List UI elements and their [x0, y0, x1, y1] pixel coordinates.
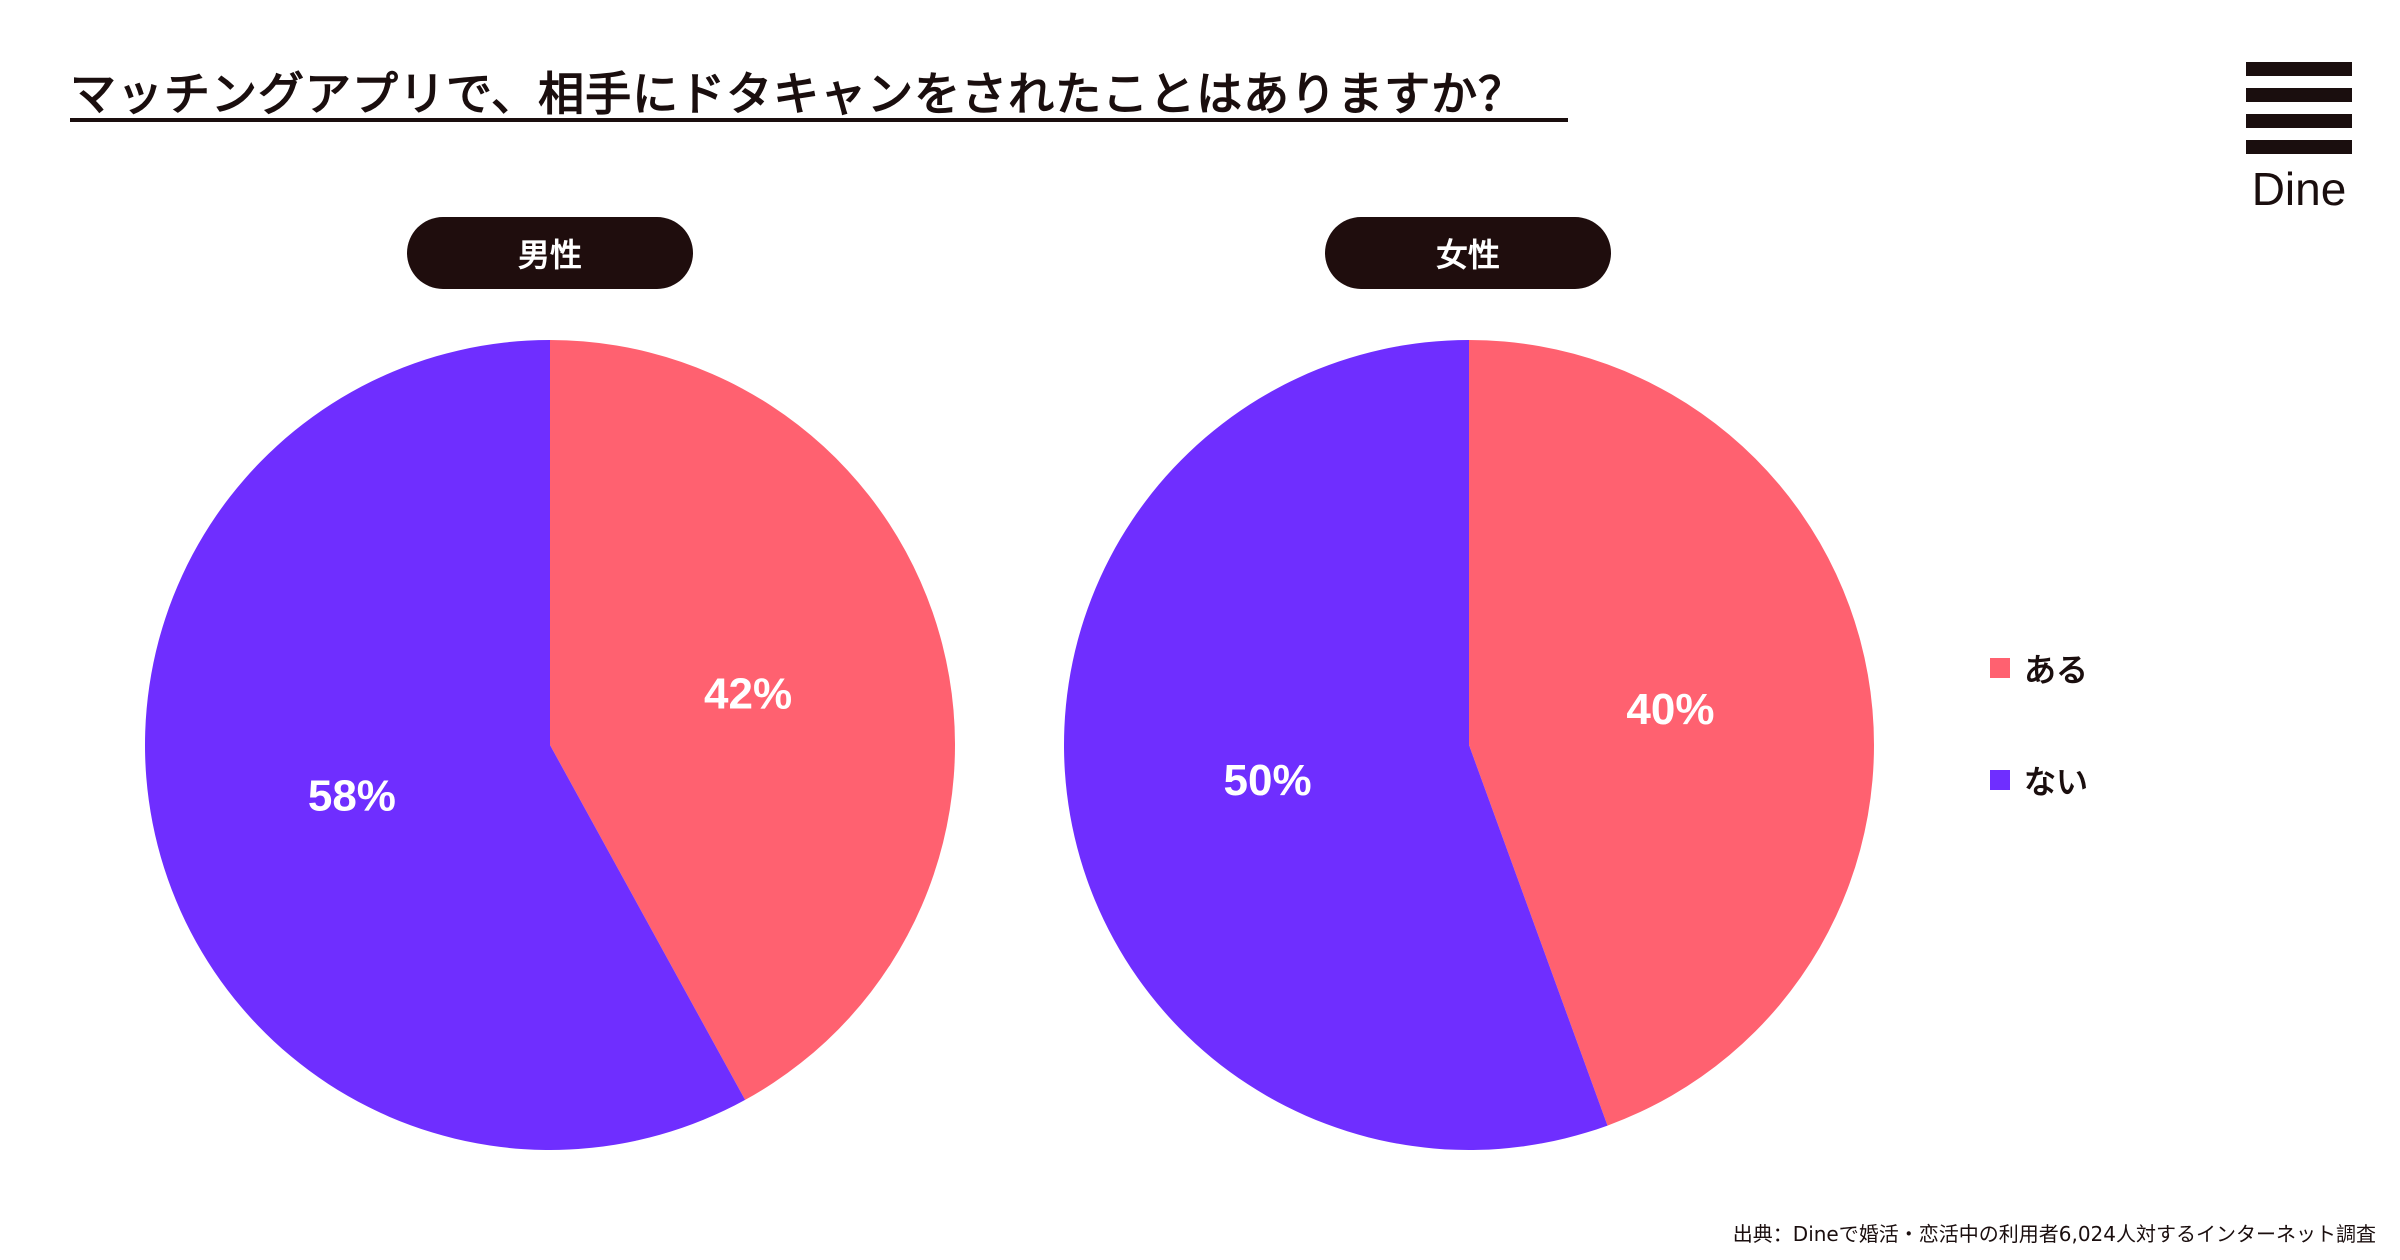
female-pie-label-aru: 40% — [1626, 685, 1714, 734]
legend-label-nai: ない — [2024, 763, 2089, 801]
logo-bar-2 — [2246, 88, 2352, 102]
logo-bar-4 — [2246, 140, 2352, 154]
legend-label-aru: ある — [2024, 651, 2089, 689]
male-pie-slice-nai — [145, 340, 746, 1150]
male-pie-slice-aru — [550, 340, 956, 1100]
title-underline — [70, 118, 1568, 122]
male-chart-title: 男性 — [407, 217, 693, 289]
female-chart-title: 女性 — [1325, 217, 1611, 289]
female-pie-slice-nai — [1064, 340, 1608, 1150]
three-bars-logo-icon — [2246, 62, 2352, 76]
legend-swatch-nai — [1990, 770, 2010, 790]
legend-item-aru: ある — [1990, 645, 2088, 691]
legend-swatch-aru — [1990, 658, 2010, 678]
female-pie-slice-aru — [1469, 339, 1875, 1126]
source-note: 出典：Dineで婚活・恋活中の利用者6,024人対するインターネット調査 — [1732, 1222, 2376, 1246]
male-pie-label-nai: 58% — [308, 771, 396, 820]
female-pie-label-nai: 50% — [1224, 756, 1312, 805]
logo-text: Dine — [2251, 163, 2347, 215]
male-pie-chart: 42% 58% — [145, 340, 956, 1150]
logo-bar-3 — [2246, 114, 2352, 128]
female-pie-chart: 40% 50% — [1064, 339, 1875, 1150]
page-title: マッチングアプリで、相手にドタキャンをされたことはありますか？ — [70, 67, 1526, 121]
male-pie-label-aru: 42% — [704, 670, 792, 719]
legend-item-nai: ない — [1990, 757, 2088, 803]
